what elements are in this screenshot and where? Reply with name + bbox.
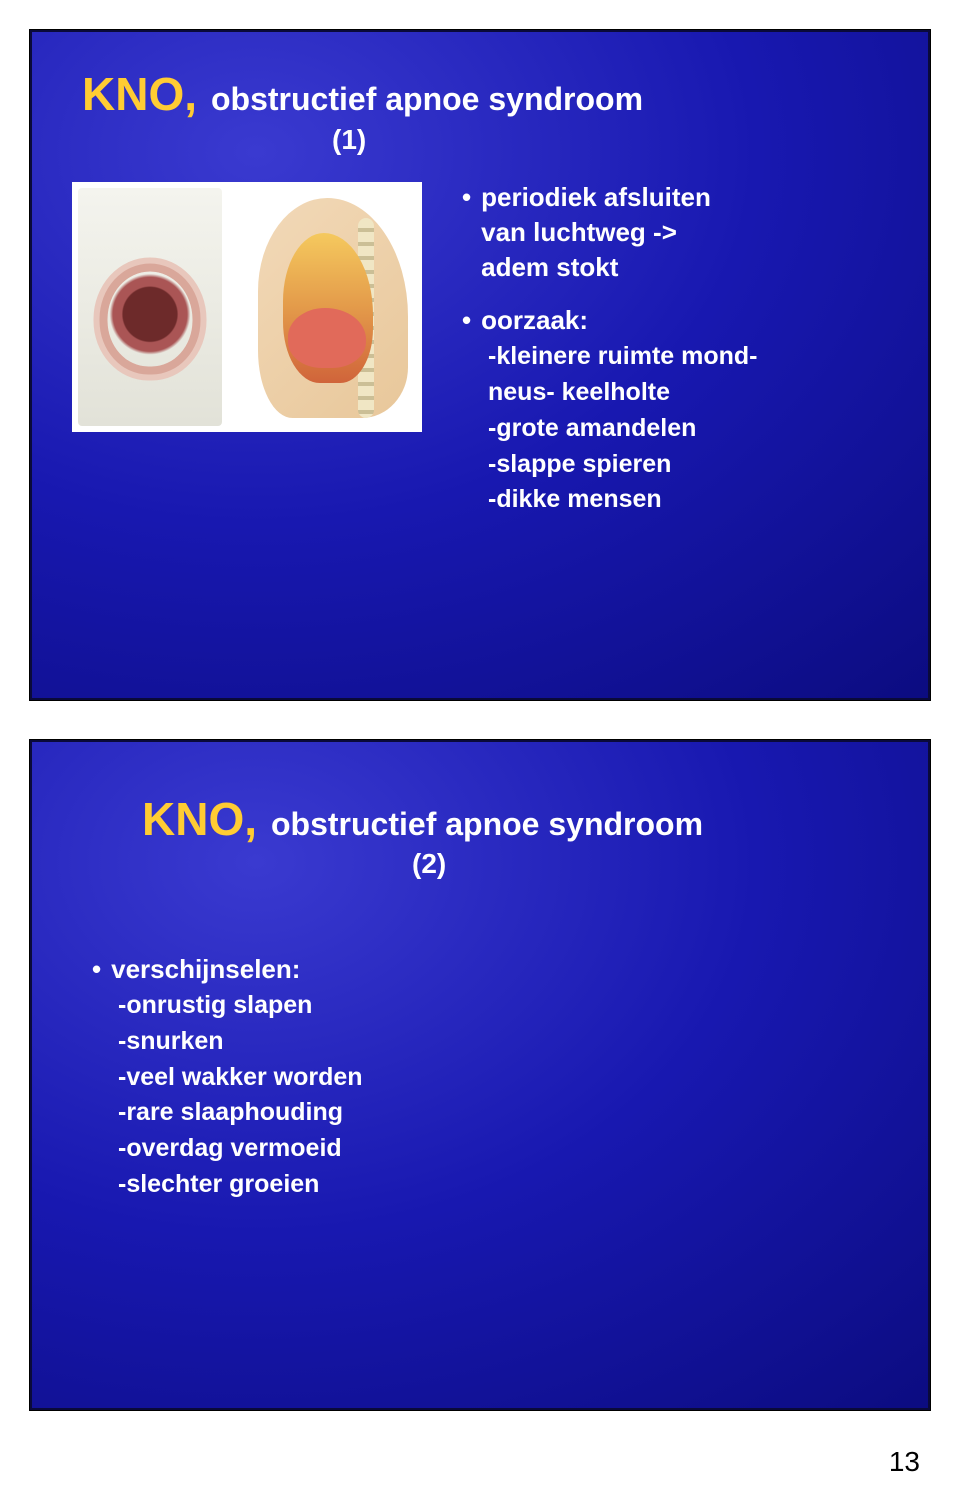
slide2-paren: (2) [412,848,446,880]
sub-item: -kleinere ruimte mond- [488,340,892,374]
slide2-subs: -onrustig slapen -snurken -veel wakker w… [92,989,852,1202]
bullet-dot-icon: • [462,305,471,335]
tongue-shape [288,308,366,368]
slide2-kno: KNO, [142,792,257,846]
slide1-b1-l3: adem stokt [481,252,618,282]
bullet-dot-icon: • [92,954,101,984]
sub-item: neus- keelholte [488,376,892,410]
slide2-bullet-1: • verschijnselen: -onrustig slapen -snurk… [92,952,852,1202]
sub-item: -slappe spieren [488,448,892,482]
slide1-bullet-2: • oorzaak: -kleinere ruimte mond- neus- k… [462,303,892,517]
sub-item: -veel wakker worden [118,1061,852,1095]
bullet-dot-icon: • [462,182,471,212]
slide1-b2-subs: -kleinere ruimte mond- neus- keelholte -… [462,340,892,517]
sub-item: -onrustig slapen [118,989,852,1023]
slide1-b2-head: oorzaak: [481,305,588,335]
slide1-bullet-1: •periodiek afsluiten •van luchtweg -> •a… [462,180,892,285]
slide2-title-row: KNO, obstructief apnoe syndroom [142,792,703,846]
slide-2: KNO, obstructief apnoe syndroom (2) • ver… [30,740,930,1410]
sub-item: -dikke mensen [488,483,892,517]
slide1-subtitle: obstructief apnoe syndroom [211,81,643,118]
sub-item: -overdag vermoeid [118,1132,852,1166]
sub-item: -snurken [118,1025,852,1059]
page-number: 13 [889,1446,920,1478]
slide2-bullets: • verschijnselen: -onrustig slapen -snurk… [92,952,852,1220]
slide1-title-row: KNO, obstructief apnoe syndroom [82,67,643,121]
slide-1: KNO, obstructief apnoe syndroom (1) • per… [30,30,930,700]
slide1-paren: (1) [332,124,366,156]
slide1-b1-l2: van luchtweg -> [481,217,677,247]
slide1-bullets: •periodiek afsluiten •van luchtweg -> •a… [462,180,892,535]
sub-item: -slechter groeien [118,1168,852,1202]
sub-item: -grote amandelen [488,412,892,446]
slide2-b-head: verschijnselen: [111,954,300,984]
sub-item: -rare slaaphouding [118,1096,852,1130]
mouth-illustration [78,188,222,426]
slide2-subtitle: obstructief apnoe syndroom [271,806,703,843]
anatomy-images [72,182,422,432]
sagittal-head-illustration [228,188,416,426]
slide1-b1-l1: periodiek afsluiten [481,182,711,212]
slide1-kno: KNO, [82,67,197,121]
